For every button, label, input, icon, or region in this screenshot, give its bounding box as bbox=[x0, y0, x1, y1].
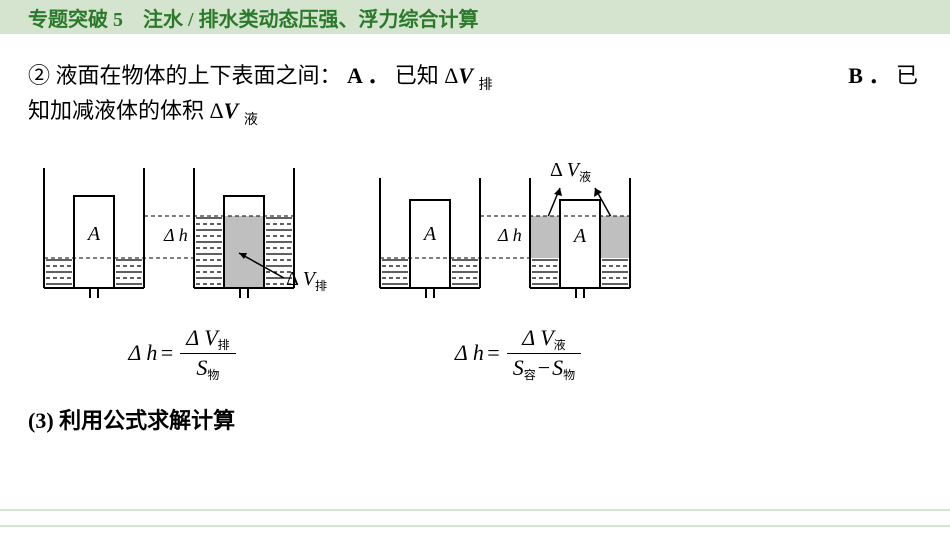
f1-eq: = bbox=[159, 340, 174, 366]
diagrams-row: A bbox=[34, 158, 922, 382]
formula-2: Δ h = Δ V液 S容−S物 bbox=[455, 324, 585, 382]
paragraph-row-1: ② 液面在物体的上下表面之间： A ． 已知 ΔV 排 B ． 已 bbox=[28, 58, 922, 93]
f2-lhs: Δ h bbox=[455, 340, 484, 366]
formula-1: Δ h = Δ V排 S物 bbox=[128, 324, 239, 382]
f1-lhs: Δ h bbox=[128, 340, 157, 366]
delta-h-label-2: Δ h bbox=[497, 225, 522, 245]
var-V: V bbox=[224, 98, 239, 123]
f2-fraction: Δ V液 S容−S物 bbox=[507, 324, 581, 382]
text-seg: 已知 Δ bbox=[395, 63, 459, 88]
block-label-A2: A bbox=[572, 225, 587, 247]
f1-den: S物 bbox=[190, 354, 225, 383]
delta-v-pai-label: Δ V排 bbox=[286, 268, 327, 293]
diagram-2-column: Δ V液 A bbox=[370, 158, 670, 382]
f1-num: Δ V排 bbox=[180, 324, 235, 353]
block-label-A: A bbox=[422, 223, 437, 245]
header-title: 专题突破 5 注水 / 排水类动态压强、浮力综合计算 bbox=[28, 3, 479, 32]
var-V: V bbox=[458, 63, 473, 88]
f2-den: S容−S物 bbox=[507, 354, 581, 383]
diagram-1-svg: A bbox=[34, 158, 334, 308]
diagram-2-svg: Δ V液 A bbox=[370, 158, 670, 308]
content-area: ② 液面在物体的上下表面之间： A ． 已知 ΔV 排 B ． 已 知加减液体的… bbox=[0, 34, 950, 435]
f2-num: Δ V液 bbox=[516, 324, 571, 353]
text-seg: ② 液面在物体的上下表面之间： bbox=[28, 63, 342, 88]
paragraph-row-2: 知加减液体的体积 ΔV 液 bbox=[28, 93, 922, 128]
delta-h-label: Δ h bbox=[163, 225, 188, 245]
f1-fraction: Δ V排 S物 bbox=[180, 324, 235, 382]
text-seg: 已 bbox=[896, 63, 918, 88]
subscript-pai: 排 bbox=[479, 78, 493, 93]
label-A: A ． bbox=[347, 63, 389, 88]
paragraph-row-3: (3) 利用公式求解计算 bbox=[28, 403, 922, 435]
block-label-A: A bbox=[86, 223, 101, 245]
subscript-ye: 液 bbox=[244, 113, 258, 128]
page-header: 专题突破 5 注水 / 排水类动态压强、浮力综合计算 bbox=[0, 0, 950, 34]
text-seg: 知加减液体的体积 Δ bbox=[28, 98, 224, 123]
footer-band bbox=[0, 509, 950, 535]
f2-eq: = bbox=[486, 340, 501, 366]
delta-v-ye-label: Δ V液 bbox=[550, 159, 591, 184]
label-B: B ． bbox=[848, 63, 890, 88]
diagram-1-column: A bbox=[34, 158, 334, 382]
